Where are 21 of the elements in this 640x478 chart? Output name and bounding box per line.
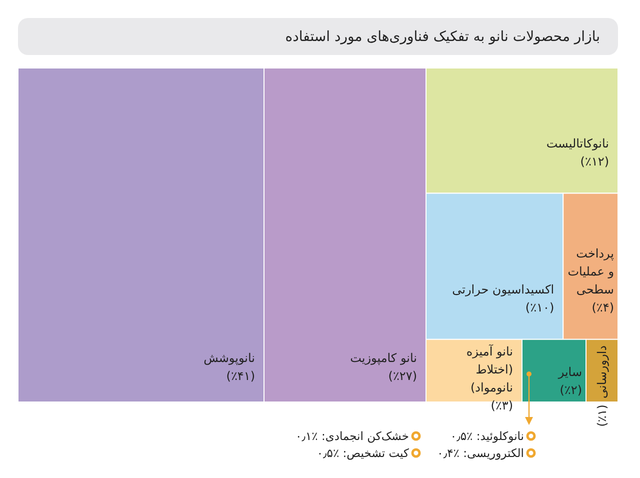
data-label: (٪۲) [560, 383, 582, 397]
category-label: نانو کامپوزیت [350, 351, 417, 365]
category-label: سایر [557, 365, 582, 379]
text: الکتروریسی: ٪۰٫۴ [437, 446, 524, 460]
category-label: نانوپوشش [204, 351, 255, 365]
data-label: (٪۴) [592, 300, 614, 314]
data-label: (٪۱۲) [580, 154, 609, 168]
data-label: (٪۳) [490, 398, 513, 412]
text: کیت تشخیص: ٪۰٫۵ [316, 446, 410, 460]
category-label: اکسیداسیون حرارتی [452, 282, 554, 296]
category-label: نانو آمیزه (اختلاط نانومواد) [466, 343, 513, 394]
category-label: پرداخت و عملیات سطحی [568, 246, 614, 296]
category-label: نانوکاتالیست [546, 136, 609, 150]
text: بازار محصولات نانو به تفکیک فناوری‌های مورد استفاده [285, 29, 600, 45]
category-label: دارورسانی [595, 345, 609, 398]
text: نانوکلوئید: ٪۰٫۵ [450, 429, 524, 443]
text: خشک‌کن انجمادی: ٪۰٫۱ [296, 429, 409, 443]
data-label: (٪۱۰) [525, 300, 554, 314]
data-label: (٪۴۱) [226, 369, 255, 383]
data-label: (٪۲۷) [388, 369, 417, 383]
data-label: (٪۱) [595, 404, 609, 427]
